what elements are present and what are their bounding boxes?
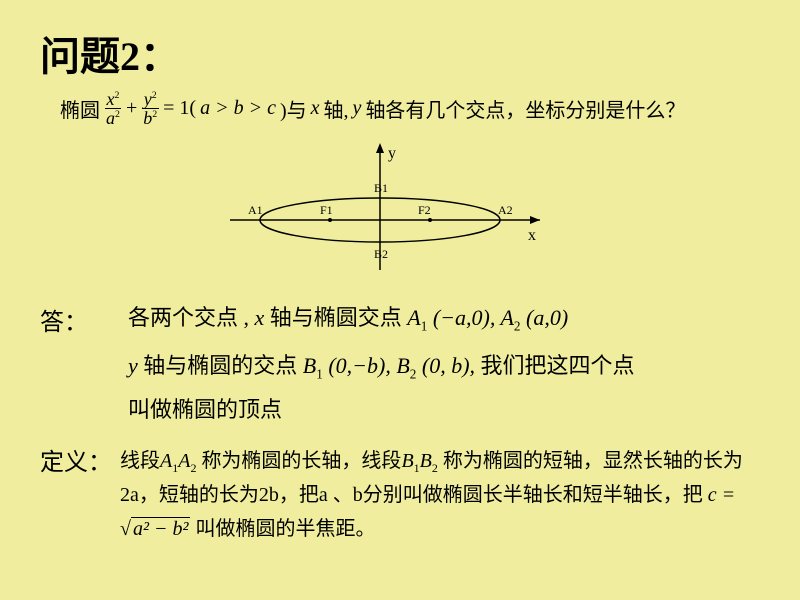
answer-line-1: 各两个交点 , x 轴与椭圆交点 A1 (−a,0), A2 (a,0) — [128, 300, 568, 334]
a1-c: A1 — [407, 305, 427, 330]
label-x: x — [528, 227, 536, 244]
q-y: y — [353, 97, 362, 120]
a2-a: 轴与椭圆的交点 — [143, 353, 303, 378]
d-b1b2: B1B2 — [401, 450, 437, 472]
label-b2: B2 — [374, 247, 388, 261]
a2-b: B1 — [303, 353, 323, 378]
y-arrow — [376, 143, 384, 153]
label-b1: B1 — [374, 181, 388, 195]
definition-text: 线段A1A2 称为椭圆的长轴，线段B1B2 称为椭圆的短轴，显然长轴的长为2a，… — [120, 444, 760, 546]
q-tail: 轴各有几个交点，坐标分别是什么？ — [365, 94, 685, 123]
d-a1a2: A1A2 — [160, 450, 196, 472]
label-y: y — [388, 145, 396, 162]
focus-f2 — [428, 218, 432, 222]
a1-d: (−a,0), — [433, 305, 501, 330]
radicand: a² − b² — [131, 517, 191, 540]
a2-f: 我们把这四个点 — [481, 353, 635, 378]
plus: + — [126, 97, 137, 120]
a2-c: (0,−b), — [328, 353, 396, 378]
condition: a > b > c — [200, 97, 276, 120]
d-t4: 叫做椭圆的半焦距。 — [190, 518, 375, 540]
label-a2: A2 — [498, 203, 513, 217]
sqrt-icon: a² − b² — [120, 512, 190, 546]
focus-f1 — [328, 218, 332, 222]
d-ceq: c = — [708, 484, 735, 506]
fraction-x: x2 a2 — [104, 90, 122, 127]
a2-d: B2 — [396, 353, 416, 378]
d-t1: 线段 — [120, 450, 160, 472]
a1-x: x — [255, 305, 265, 330]
a1-b: 轴与椭圆交点 — [270, 305, 408, 330]
answer-line-3: 叫做椭圆的顶点 — [128, 392, 282, 424]
a1-a: 各两个交点 , — [128, 305, 249, 330]
page-title: 问题2： — [40, 24, 180, 82]
q-x: x — [311, 97, 320, 120]
q-prefix: 椭圆 — [60, 94, 100, 123]
answer-label: 答： — [40, 302, 88, 337]
answer-line-2: y 轴与椭圆的交点 B1 (0,−b), B2 (0, b), 我们把这四个点 — [128, 348, 635, 382]
definition-label: 定义： — [40, 442, 112, 477]
question-text: 椭圆 x2 a2 + y2 b2 = 1( a > b > c )与 x 轴, … — [60, 90, 685, 127]
eq-part: = 1( — [163, 97, 196, 120]
label-f2: F2 — [418, 203, 431, 217]
a1-f: (a,0) — [526, 305, 568, 330]
fraction-y: y2 b2 — [141, 90, 159, 127]
q-suffix: )与 — [280, 94, 307, 123]
a1-e: A2 — [500, 305, 520, 330]
q-mid: 轴, — [324, 94, 349, 123]
a2-e: (0, b), — [422, 353, 475, 378]
label-f1: F1 — [320, 203, 333, 217]
label-a1: A1 — [248, 203, 263, 217]
d-t2: 称为椭圆的长轴，线段 — [196, 450, 401, 472]
ellipse-diagram: A1 A2 B1 B2 F1 F2 x y — [200, 140, 560, 280]
a2-y: y — [128, 353, 138, 378]
x-arrow — [530, 216, 540, 224]
